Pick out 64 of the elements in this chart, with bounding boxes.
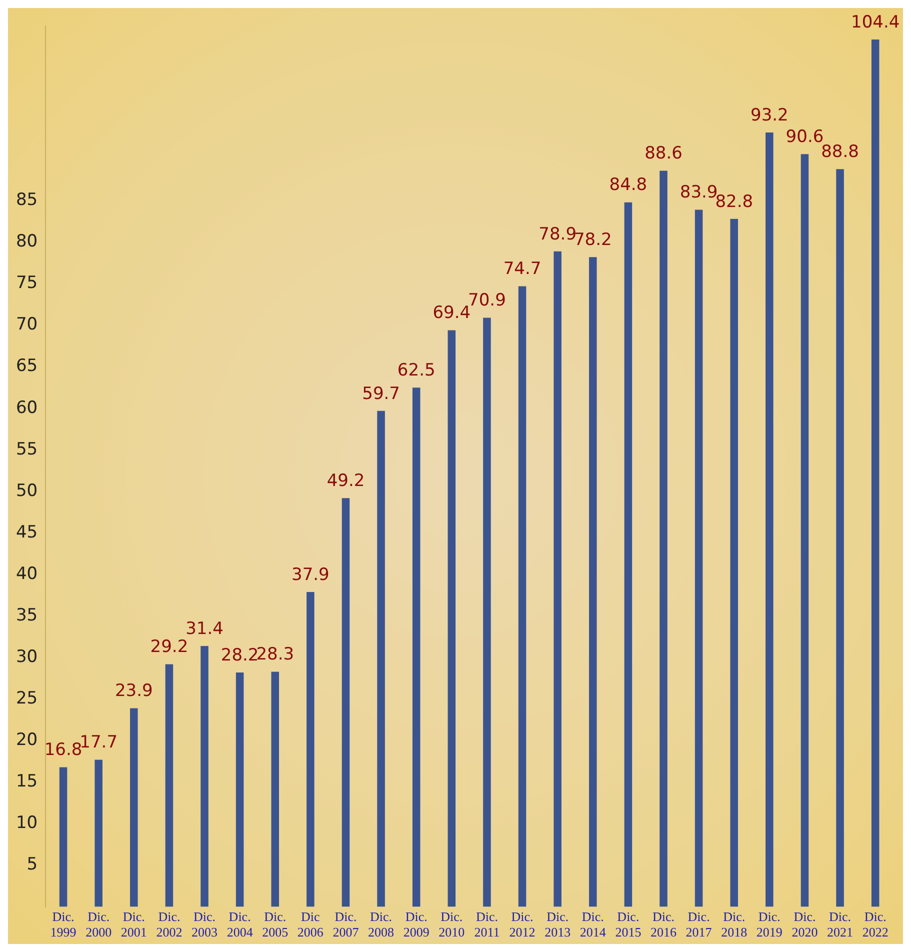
y-tick-label: 10 [16, 813, 38, 834]
data-label: 82.8 [715, 192, 754, 212]
x-tick-label: Dic. 2004 [226, 909, 254, 940]
data-label: 78.9 [538, 224, 577, 244]
data-label: 29.2 [150, 637, 188, 658]
x-tick-label: Dic. 2002 [156, 909, 182, 940]
data-label: 70.9 [468, 290, 506, 311]
x-tick-label: Dic. 2013 [544, 909, 571, 940]
data-label: 28.2 [220, 645, 259, 666]
data-label: 104.4 [851, 12, 900, 32]
data-label: 16.8 [44, 740, 82, 760]
x-tick-label: Dic. 2012 [509, 909, 536, 940]
y-tick-label: 55 [16, 439, 38, 460]
y-tick-label: 75 [16, 273, 38, 294]
x-tick-label: Dic. 2017 [686, 909, 712, 940]
y-tick-label: 40 [16, 564, 38, 584]
x-tick-label: Dic. 2011 [474, 909, 500, 940]
x-tick-label: Dic. 2010 [438, 909, 465, 940]
y-tick-label: 15 [16, 772, 38, 792]
x-tick-label: Dic. 2007 [332, 909, 360, 940]
data-label: 31.4 [186, 618, 224, 639]
y-tick-label: 85 [16, 190, 38, 210]
x-tick-label: Dic. 2018 [721, 909, 748, 940]
x-tick-label: Dic. 2022 [862, 909, 888, 940]
x-tick-label: Dic. 2000 [86, 909, 112, 940]
y-tick-label: 80 [16, 232, 38, 252]
x-tick-label: Dic. 2003 [192, 909, 218, 940]
data-label: 49.2 [326, 470, 365, 491]
data-label: 69.4 [432, 303, 471, 324]
data-label: 37.9 [292, 564, 330, 585]
x-tick-label: Dic. 2021 [827, 909, 854, 940]
y-tick-label: 45 [16, 522, 38, 542]
x-tick-label: Dic 2006 [297, 909, 324, 940]
y-tick-label: 5 [26, 854, 38, 875]
x-tick-label: Dic. 2020 [792, 909, 818, 940]
y-tick-label: 50 [16, 480, 38, 501]
y-tick-label: 60 [16, 398, 38, 418]
x-tick-label: Dic. 2014 [580, 909, 606, 940]
data-label: 88.8 [821, 142, 859, 162]
y-tick-label: 70 [16, 314, 38, 335]
y-tick-label: 25 [16, 688, 38, 709]
y-tick-label: 30 [16, 646, 38, 667]
data-label: 23.9 [114, 681, 153, 702]
data-label: 88.6 [644, 144, 682, 164]
x-tick-label: Dic. 2005 [262, 909, 288, 940]
x-tick-label: Dic. 2001 [120, 909, 147, 940]
y-tick-label: 35 [16, 605, 38, 626]
data-label: 28.3 [256, 644, 294, 665]
x-tick-label: Dic. 2016 [650, 909, 678, 940]
data-label: 17.7 [80, 732, 118, 753]
x-tick-label: Dic. 2015 [615, 909, 642, 940]
x-tick-label: Dic. 2009 [403, 909, 430, 940]
x-tick-label: Dic. 2008 [368, 909, 394, 940]
x-tick-label: Dic. 2019 [756, 909, 782, 940]
data-label: 74.7 [503, 259, 542, 280]
data-label: 59.7 [362, 384, 400, 404]
x-tick-label: Dic. 1999 [50, 909, 76, 940]
data-label: 90.6 [786, 127, 824, 148]
data-label: 93.2 [750, 105, 788, 126]
y-tick-label: 20 [16, 730, 38, 750]
data-label: 83.9 [680, 182, 718, 203]
data-label: 84.8 [609, 175, 648, 196]
data-label: 62.5 [397, 360, 436, 380]
y-tick-label: 65 [16, 356, 38, 376]
